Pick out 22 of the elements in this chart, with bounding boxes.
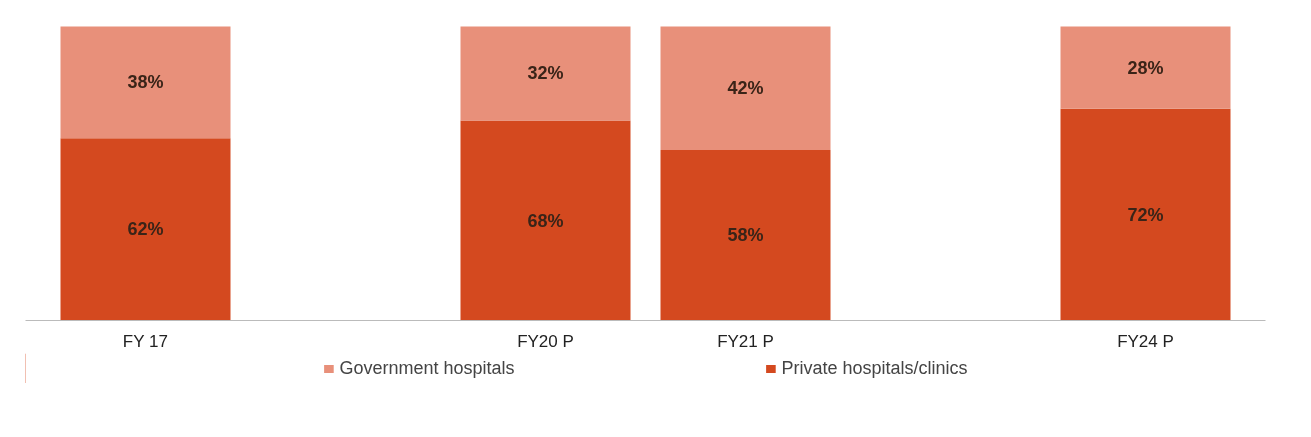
bar: [1060, 26, 1231, 109]
data-label: 32%: [527, 63, 564, 84]
bar: [660, 26, 831, 150]
bar: [60, 26, 231, 139]
data-label: 42%: [727, 78, 764, 99]
bar: [60, 138, 231, 321]
data-label: 38%: [127, 72, 164, 93]
bar: [660, 149, 831, 321]
x-tick-label: FY24 P: [1117, 331, 1174, 351]
legend-label: Private hospitals/clinics: [781, 357, 968, 379]
x-tick-label: FY21 P: [717, 331, 774, 351]
bar: [1060, 108, 1231, 321]
data-label: 62%: [127, 219, 164, 240]
x-tick-label: FY20 P: [517, 331, 574, 351]
bar: [460, 120, 631, 321]
data-label: 28%: [1127, 57, 1164, 78]
data-label: 68%: [527, 210, 564, 231]
data-label: 72%: [1127, 204, 1164, 225]
bar: [460, 26, 631, 121]
data-label: 58%: [727, 225, 764, 246]
x-tick-label: FY 17: [122, 331, 168, 351]
legend-label: Government hospitals: [339, 357, 515, 379]
